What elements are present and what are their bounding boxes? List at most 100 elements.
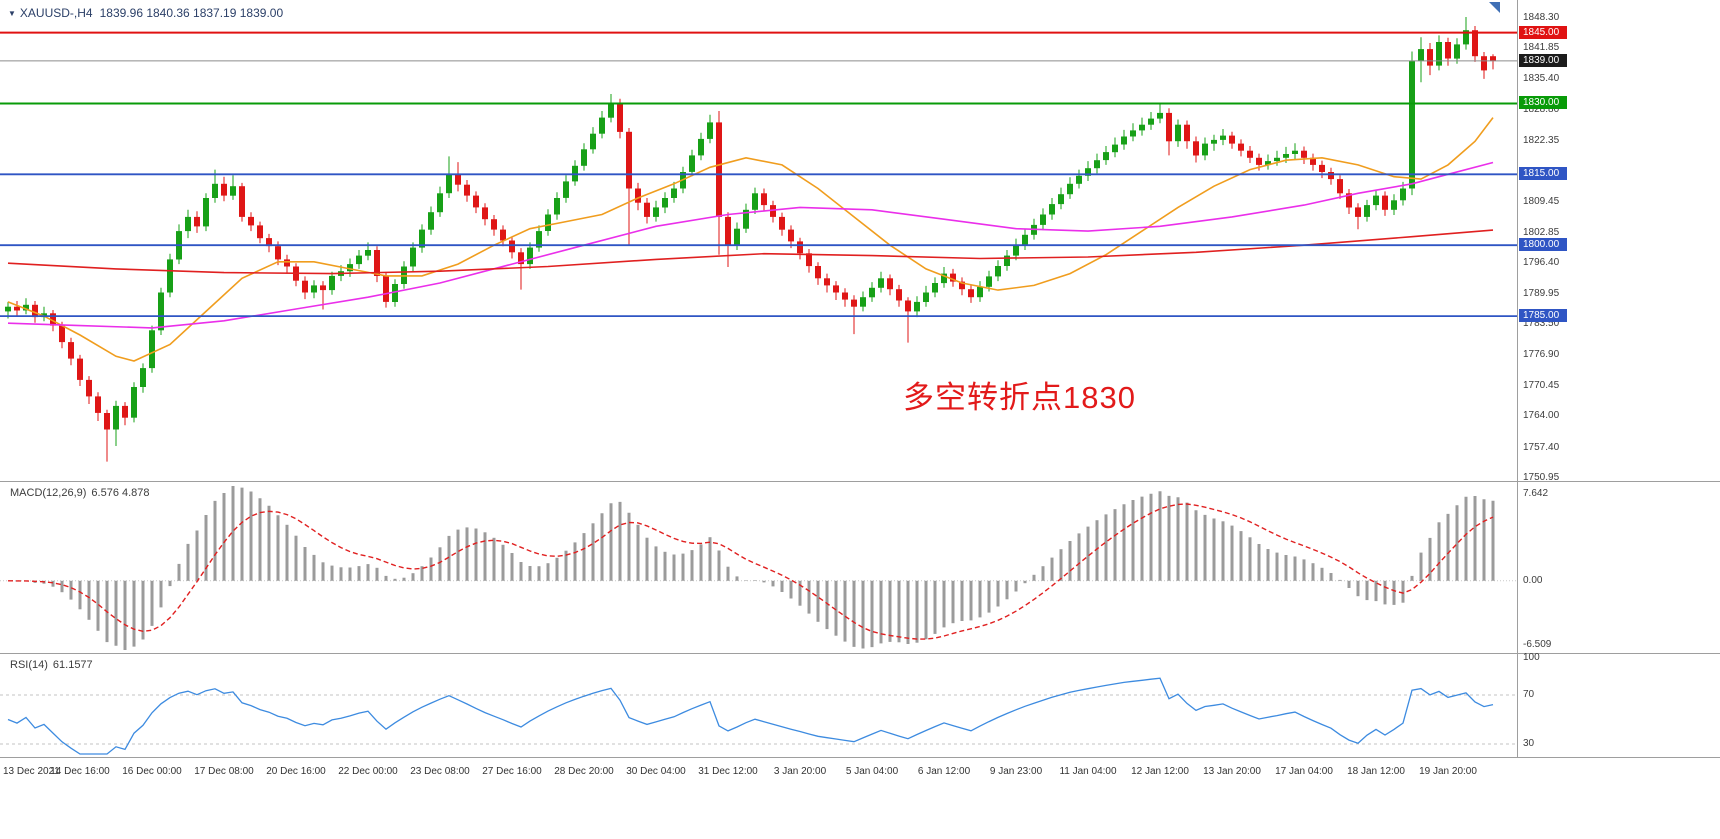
candle-body bbox=[59, 325, 65, 343]
candle-body bbox=[995, 266, 1001, 277]
candle-body bbox=[1418, 49, 1424, 61]
candle-body bbox=[1481, 56, 1487, 71]
candle-body bbox=[149, 330, 155, 369]
candle-body bbox=[959, 281, 965, 290]
candle-body bbox=[347, 264, 353, 272]
candle-body bbox=[1193, 141, 1199, 156]
candle-body bbox=[1265, 161, 1271, 165]
candle-body bbox=[1004, 255, 1010, 266]
candle-body bbox=[653, 207, 659, 217]
candle-body bbox=[608, 103, 614, 118]
candle-body bbox=[1337, 179, 1343, 194]
candle-body bbox=[1427, 49, 1433, 66]
candle-body bbox=[923, 292, 929, 302]
candle-body bbox=[770, 205, 776, 217]
candle-body bbox=[194, 216, 200, 227]
candle-body bbox=[275, 246, 281, 260]
candle-body bbox=[203, 198, 209, 227]
ma-slow-line bbox=[7, 229, 1494, 275]
candle-body bbox=[806, 253, 812, 267]
candle-body bbox=[1220, 135, 1226, 140]
candle-body bbox=[302, 280, 308, 293]
candle-body bbox=[707, 122, 713, 139]
candle-body bbox=[725, 216, 731, 246]
candle-body bbox=[68, 342, 74, 359]
candle-body bbox=[221, 183, 227, 196]
ma-fast-line bbox=[7, 117, 1494, 362]
candle-body bbox=[1436, 42, 1442, 66]
candle-body bbox=[464, 184, 470, 196]
macd-signal-line bbox=[7, 503, 1494, 640]
candle-body bbox=[1139, 124, 1145, 131]
candle-body bbox=[851, 299, 857, 307]
candle-body bbox=[1013, 245, 1019, 256]
candle-body bbox=[104, 413, 110, 430]
candle-body bbox=[419, 229, 425, 248]
candle-body bbox=[1256, 157, 1262, 165]
candle-body bbox=[86, 379, 92, 397]
candle-body bbox=[734, 228, 740, 246]
candle-body bbox=[716, 122, 722, 217]
candle-body bbox=[212, 183, 218, 198]
candle-body bbox=[5, 306, 11, 312]
candle-body bbox=[248, 216, 254, 226]
candles[interactable] bbox=[5, 17, 1496, 462]
candle-body bbox=[428, 212, 434, 230]
candle-body bbox=[1112, 144, 1118, 153]
macd-histogram bbox=[15, 486, 1495, 650]
candle-body bbox=[1400, 188, 1406, 201]
candle-body bbox=[356, 255, 362, 265]
candle-body bbox=[122, 405, 128, 418]
candle-body bbox=[1022, 234, 1028, 246]
candle-body bbox=[599, 117, 605, 134]
candle-body bbox=[185, 216, 191, 232]
candle-body bbox=[1076, 175, 1082, 184]
candle-body bbox=[977, 286, 983, 298]
candle-body bbox=[383, 275, 389, 302]
candle-body bbox=[644, 202, 650, 217]
candle-body bbox=[446, 174, 452, 194]
candle-body bbox=[779, 216, 785, 230]
candle-body bbox=[1346, 193, 1352, 208]
candle-body bbox=[1211, 139, 1217, 144]
candle-body bbox=[266, 238, 272, 247]
candle-body bbox=[860, 297, 866, 307]
candle-body bbox=[689, 155, 695, 172]
candle-body bbox=[131, 387, 137, 418]
candle-body bbox=[95, 396, 101, 413]
candle-body bbox=[1472, 30, 1478, 57]
candle-body bbox=[761, 193, 767, 206]
candle-body bbox=[878, 278, 884, 288]
candle-body bbox=[1040, 214, 1046, 225]
candle-body bbox=[473, 195, 479, 208]
candle-body bbox=[257, 225, 263, 239]
candle-body bbox=[869, 287, 875, 298]
candle-body bbox=[968, 289, 974, 298]
candle-body bbox=[1094, 160, 1100, 169]
candle-body bbox=[905, 300, 911, 312]
candle-body bbox=[167, 259, 173, 293]
candle-body bbox=[1202, 143, 1208, 156]
candle-body bbox=[527, 247, 533, 265]
candle-body bbox=[743, 209, 749, 229]
candle-body bbox=[1166, 112, 1172, 142]
candle-body bbox=[77, 358, 83, 380]
candle-body bbox=[626, 131, 632, 189]
candle-body bbox=[1454, 44, 1460, 59]
candle-body bbox=[617, 103, 623, 132]
candle-body bbox=[797, 241, 803, 254]
candle-body bbox=[410, 247, 416, 267]
chart-shift-marker-icon[interactable] bbox=[1489, 2, 1500, 13]
candle-body bbox=[437, 193, 443, 213]
candle-body bbox=[1175, 124, 1181, 142]
candle-body bbox=[1238, 143, 1244, 151]
candle-body bbox=[824, 278, 830, 286]
candle-body bbox=[365, 250, 371, 256]
candle-body bbox=[50, 313, 56, 326]
candle-body bbox=[842, 292, 848, 300]
candle-body bbox=[1301, 150, 1307, 158]
candle-body bbox=[518, 252, 524, 265]
candle-body bbox=[1319, 164, 1325, 172]
